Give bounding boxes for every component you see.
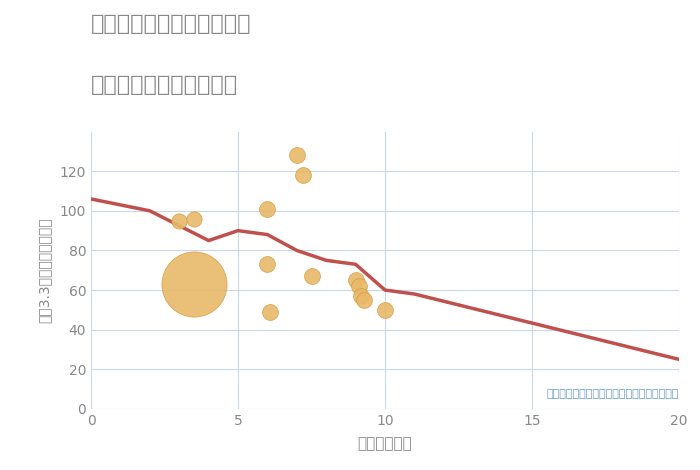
Point xyxy=(350,276,361,284)
Point xyxy=(306,273,317,280)
Point xyxy=(359,296,370,304)
Point xyxy=(262,205,273,212)
Point xyxy=(265,308,276,316)
X-axis label: 駅距離（分）: 駅距離（分） xyxy=(358,436,412,451)
Point xyxy=(291,152,302,159)
Text: 大阪府三島郡島本町高浜の: 大阪府三島郡島本町高浜の xyxy=(91,14,251,34)
Point xyxy=(262,260,273,268)
Text: 円の大きさは、取引のあった物件面積を示す: 円の大きさは、取引のあった物件面積を示す xyxy=(547,389,679,399)
Point xyxy=(356,292,367,300)
Text: 駅距離別中古戸建て価格: 駅距離別中古戸建て価格 xyxy=(91,75,238,95)
Y-axis label: 坪（3.3㎡）単価（万円）: 坪（3.3㎡）単価（万円） xyxy=(37,218,51,323)
Point xyxy=(188,280,199,288)
Point xyxy=(353,282,364,290)
Point xyxy=(188,215,199,222)
Point xyxy=(297,172,308,179)
Point xyxy=(174,217,185,225)
Point xyxy=(379,306,391,313)
